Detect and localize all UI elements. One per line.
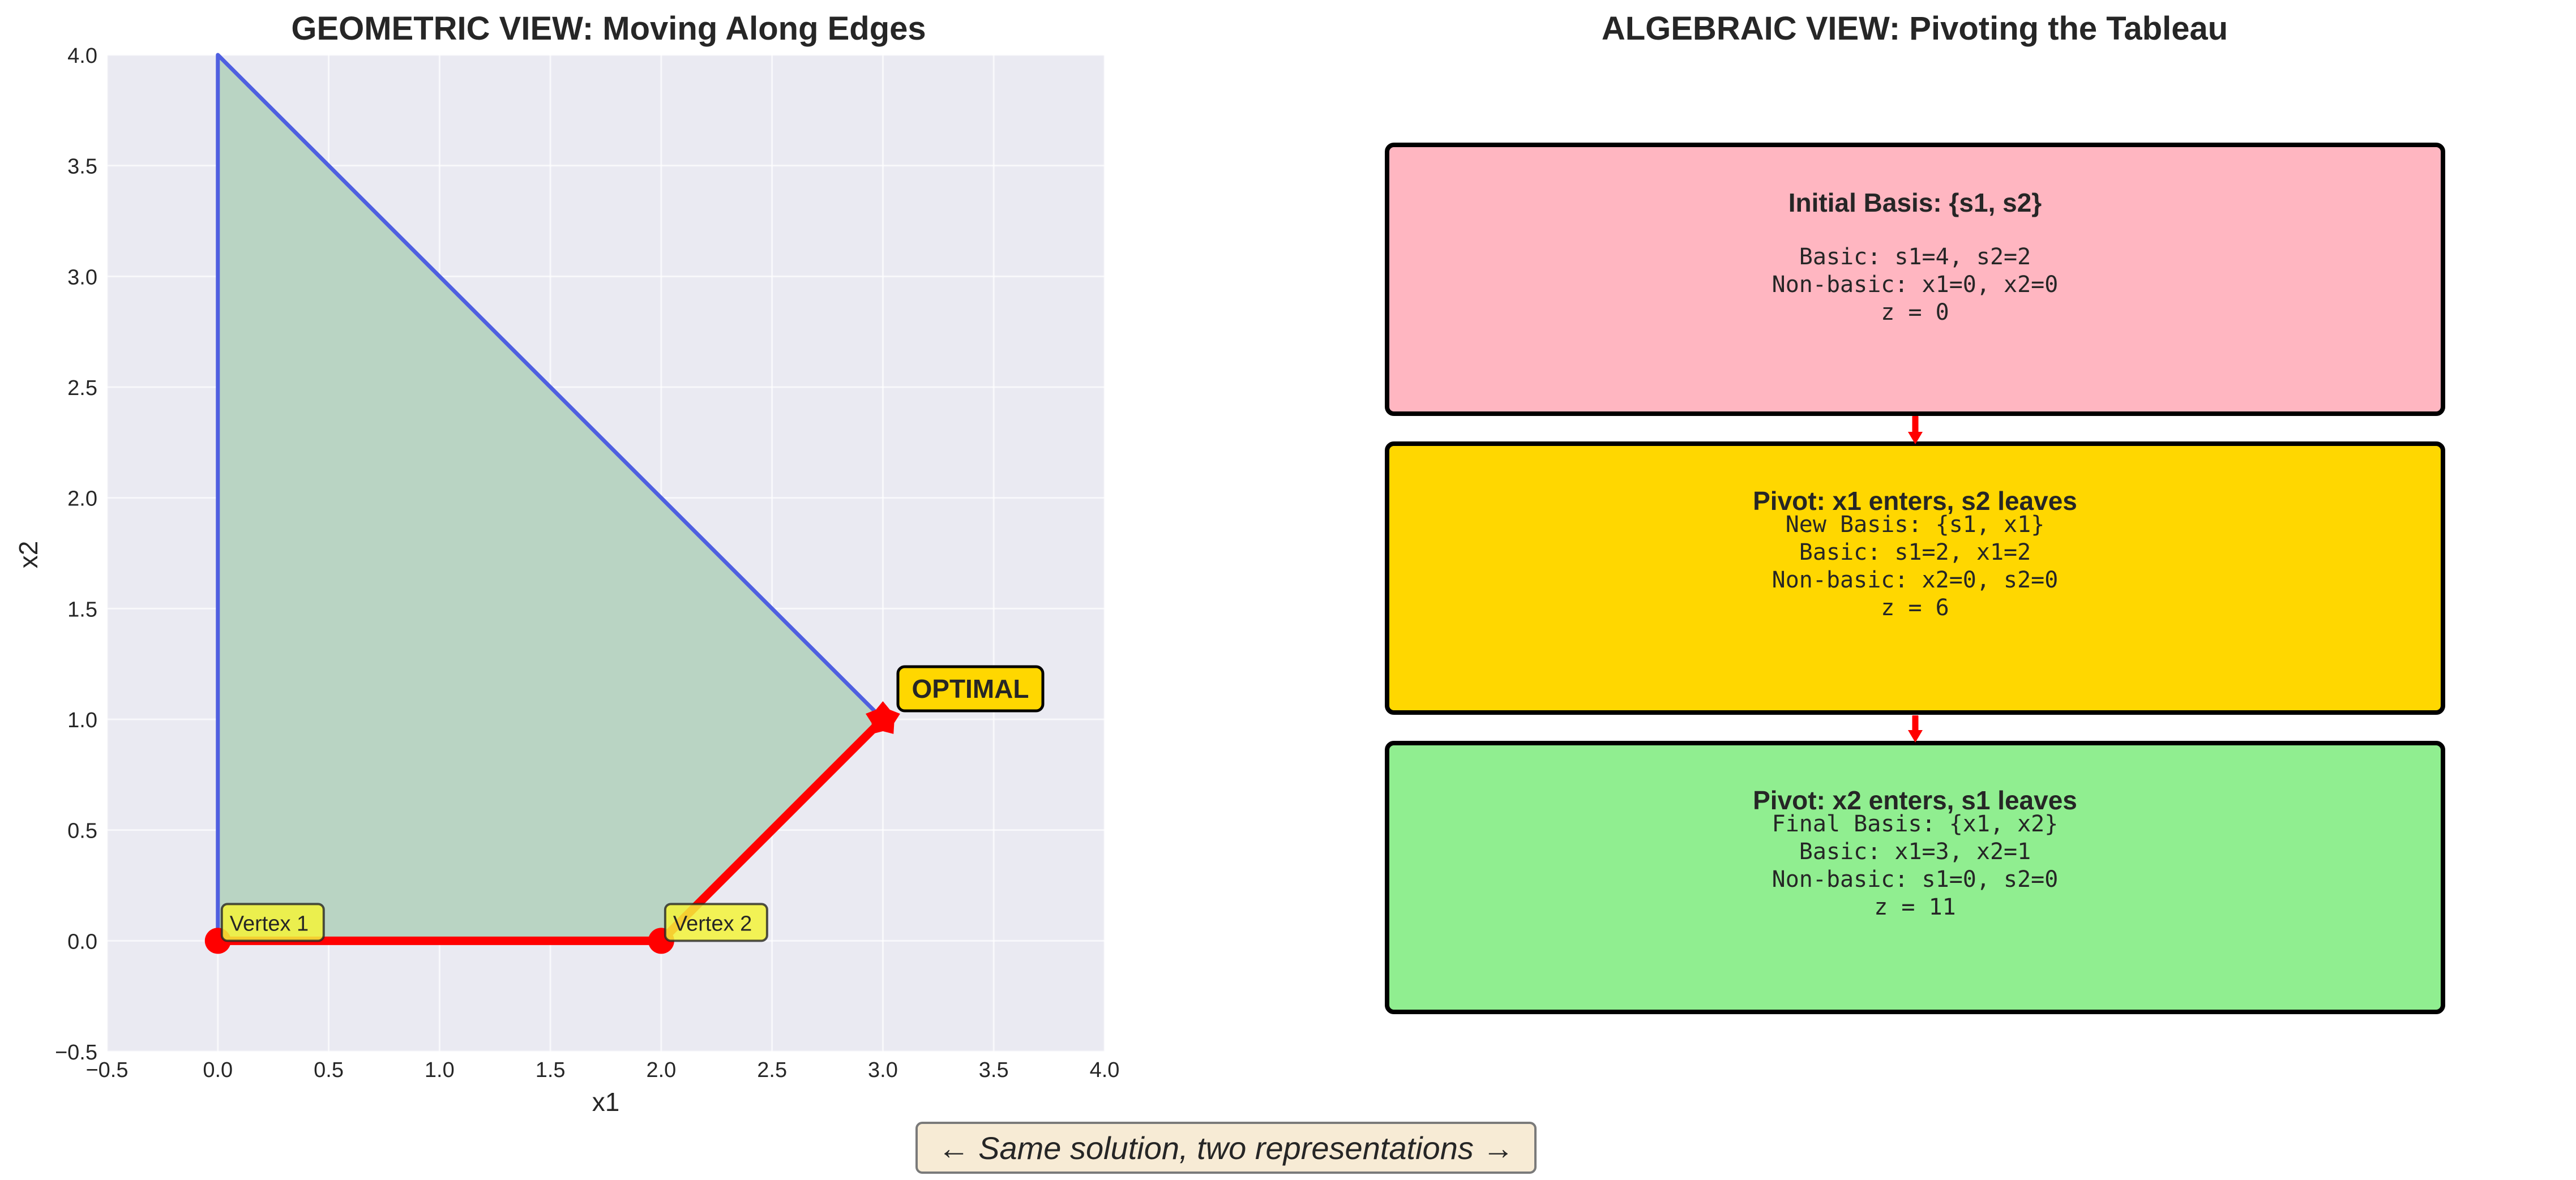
y-tick-label: 0.0 [67, 930, 97, 954]
feasible-region [217, 55, 883, 941]
optimal-label: OPTIMAL [912, 674, 1029, 703]
geometric-plot: Vertex 1 Vertex 2 OPTIMAL −0.5 0.0 0.5 1.0 1.… [14, 44, 1119, 1117]
vertex-label: Vertex 1 [230, 912, 309, 936]
y-tick-label: 3.5 [67, 155, 97, 179]
constraint-boundary [216, 53, 884, 941]
axis-ticks: −0.5 0.0 0.5 1.0 1.5 2.0 2.5 3.0 3.5 4.0 −0.5 0.0 0.… [55, 44, 1119, 1082]
pivot-step-line: New Basis: {s1, x1} [1785, 512, 2045, 538]
vertex-markers: Vertex 1 Vertex 2 [204, 903, 768, 954]
star-icon [866, 701, 900, 734]
x-tick-label: 1.5 [536, 1058, 566, 1082]
down-arrow-icon [1908, 416, 1923, 444]
pivot-step-line: Non-basic: s1=0, s2=0 [1771, 866, 2059, 892]
pivot-step-line: Basic: s1=2, x1=2 [1799, 539, 2031, 565]
y-tick-label: 3.0 [67, 265, 97, 289]
algebraic-view-title: ALGEBRAIC VIEW: Pivoting the Tableau [1601, 10, 2228, 47]
pivot-step-details: Final Basis: {x1, x2} Basic: x1=3, x2=1 No… [1389, 810, 2441, 921]
vertex-2: Vertex 2 [648, 903, 768, 954]
x-tick-label: 2.0 [646, 1058, 676, 1082]
down-arrow-icon [1908, 715, 1923, 743]
pivot-step-details: Basic: s1=4, s2=2 Non-basic: x1=0, x2=0 z … [1389, 243, 2441, 327]
x-tick-label: 2.5 [757, 1058, 787, 1082]
y-tick-label: −0.5 [55, 1041, 97, 1065]
pivot-step-line: Final Basis: {x1, x2} [1771, 811, 2059, 837]
optimal-marker: OPTIMAL [866, 665, 1045, 734]
y-tick-label: 1.0 [67, 709, 97, 732]
pivot-step-line: z = 6 [1881, 595, 1949, 621]
pivot-step-title: Pivot: x2 enters, s1 leaves [1753, 786, 2077, 815]
y-tick-label: 2.0 [67, 487, 97, 511]
pivot-step-line: Basic: x1=3, x2=1 [1799, 839, 2031, 865]
y-axis-label: x2 [14, 541, 43, 569]
x-tick-label: 4.0 [1090, 1058, 1120, 1082]
vertex-1: Vertex 1 [204, 903, 325, 954]
x-tick-label: −0.5 [85, 1058, 128, 1082]
pivot-step-box-1: Initial Basis: {s1, s2} Basic: s1=4, s2=2… [1385, 143, 2445, 416]
geometric-view-title: GEOMETRIC VIEW: Moving Along Edges [291, 10, 926, 47]
y-tick-label: 1.5 [67, 598, 97, 621]
y-tick-label: 0.5 [67, 819, 97, 843]
pivot-step-title: Pivot: x1 enters, s2 leaves [1753, 486, 2077, 516]
x-tick-label: 3.0 [868, 1058, 898, 1082]
x-tick-label: 3.5 [979, 1058, 1009, 1082]
x-tick-label: 1.0 [425, 1058, 455, 1082]
x-tick-label: 0.0 [203, 1058, 233, 1082]
caption-banner: ← Same solution, two representations → [915, 1122, 1537, 1174]
pivot-step-line: z = 11 [1874, 894, 1956, 920]
caption-text: ← Same solution, two representations → [938, 1130, 1514, 1166]
pivot-step-box-2: Pivot: x1 enters, s2 leaves New Basis: {s… [1385, 441, 2445, 715]
pivot-step-line: Non-basic: x1=0, x2=0 [1771, 272, 2059, 298]
y-tick-label: 2.5 [67, 376, 97, 400]
pivot-step-details: New Basis: {s1, x1} Basic: s1=2, x1=2 Non-… [1389, 511, 2441, 622]
y-tick-label: 4.0 [67, 44, 97, 68]
pivot-step-line: Basic: s1=4, s2=2 [1799, 244, 2031, 270]
vertex-label: Vertex 2 [673, 912, 752, 936]
pivot-step-box-3: Pivot: x2 enters, s1 leaves Final Basis: … [1385, 741, 2445, 1014]
pivot-step-line: z = 0 [1881, 299, 1949, 325]
x-tick-label: 0.5 [314, 1058, 344, 1082]
x-axis-label: x1 [592, 1087, 620, 1117]
pivot-step-line: Non-basic: x2=0, s2=0 [1771, 567, 2059, 593]
pivot-step-title: Initial Basis: {s1, s2} [1788, 188, 2042, 217]
